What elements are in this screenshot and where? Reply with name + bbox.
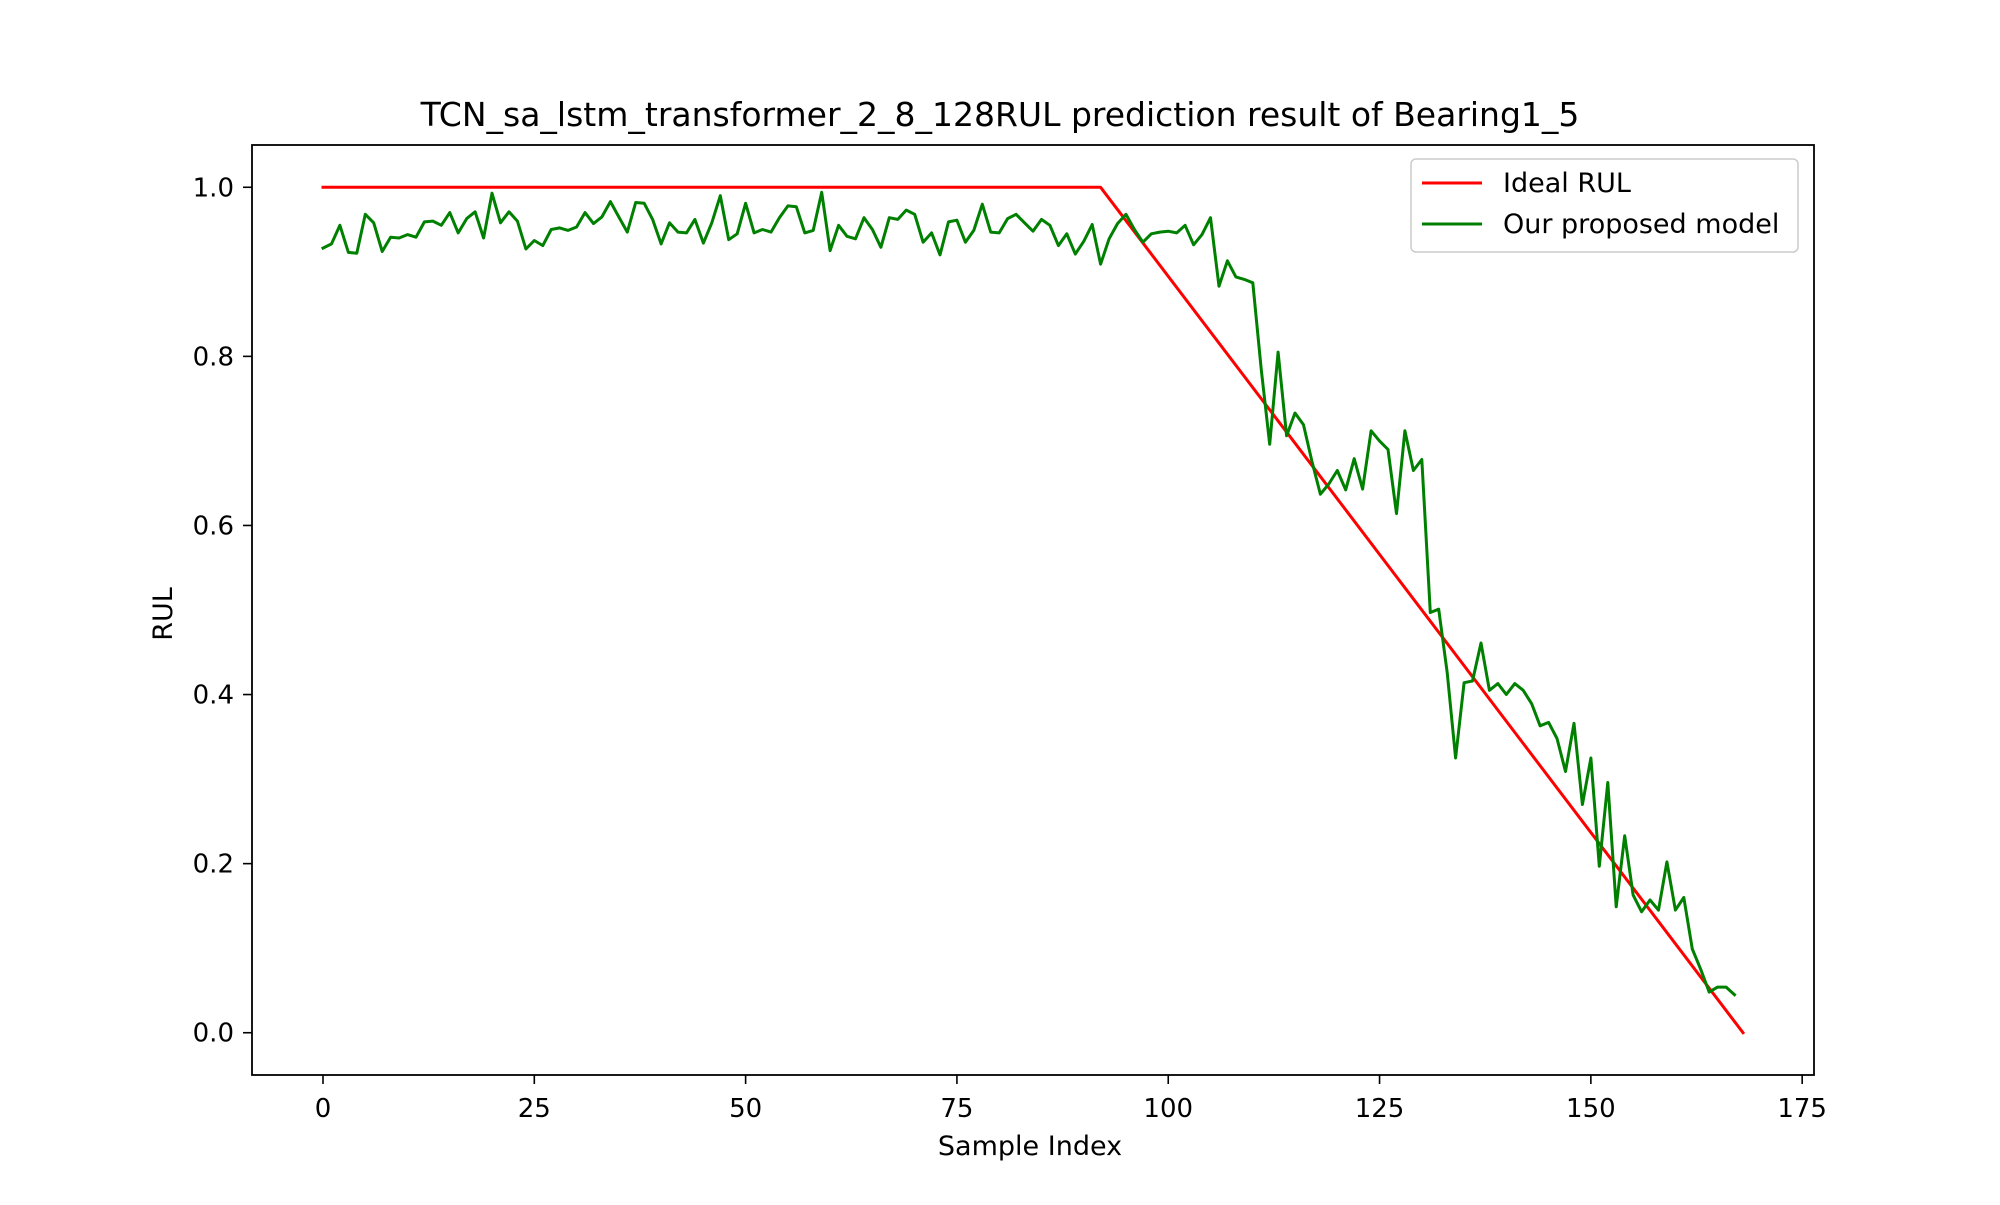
x-tick-label: 75 <box>940 1094 973 1124</box>
series-line-ideal-rul <box>321 185 1746 1035</box>
x-tick-label: 0 <box>315 1094 332 1124</box>
x-axis-label: Sample Index <box>938 1131 1122 1162</box>
y-tick-label: 0.2 <box>193 850 234 880</box>
x-tick-label: 125 <box>1355 1094 1405 1124</box>
y-axis-ticks: 0.0 0.2 0.4 0.6 0.8 1.0 <box>193 173 252 1049</box>
x-tick-label: 150 <box>1566 1094 1616 1124</box>
y-tick-label: 1.0 <box>193 173 234 203</box>
legend-label-proposed-model: Our proposed model <box>1503 209 1779 240</box>
x-tick-label: 25 <box>518 1094 551 1124</box>
series-line-proposed-model <box>320 190 1737 997</box>
y-axis-label: RUL <box>148 587 179 641</box>
series-layer <box>320 185 1746 1035</box>
chart-title: TCN_sa_lstm_transformer_2_8_128RUL predi… <box>420 95 1580 134</box>
plot-frame <box>251 144 1815 1076</box>
y-tick-label: 0.8 <box>193 342 234 372</box>
x-tick-label: 175 <box>1777 1094 1827 1124</box>
y-tick-label: 0.6 <box>193 511 234 541</box>
y-tick-label: 0.4 <box>193 681 234 711</box>
x-tick-label: 100 <box>1143 1094 1193 1124</box>
y-tick-label: 0.0 <box>193 1019 234 1049</box>
x-axis-ticks: 0 25 50 75 100 125 150 175 <box>315 1075 1827 1124</box>
legend-label-ideal-rul: Ideal RUL <box>1503 168 1631 199</box>
plot-area: 0 25 50 75 100 125 150 175 0.0 0.2 0.4 0.6 0.8 1.0 <box>193 144 1827 1124</box>
x-tick-label: 50 <box>729 1094 762 1124</box>
legend-box <box>1410 158 1799 253</box>
legend: Ideal RUL Our proposed model <box>1410 158 1799 253</box>
